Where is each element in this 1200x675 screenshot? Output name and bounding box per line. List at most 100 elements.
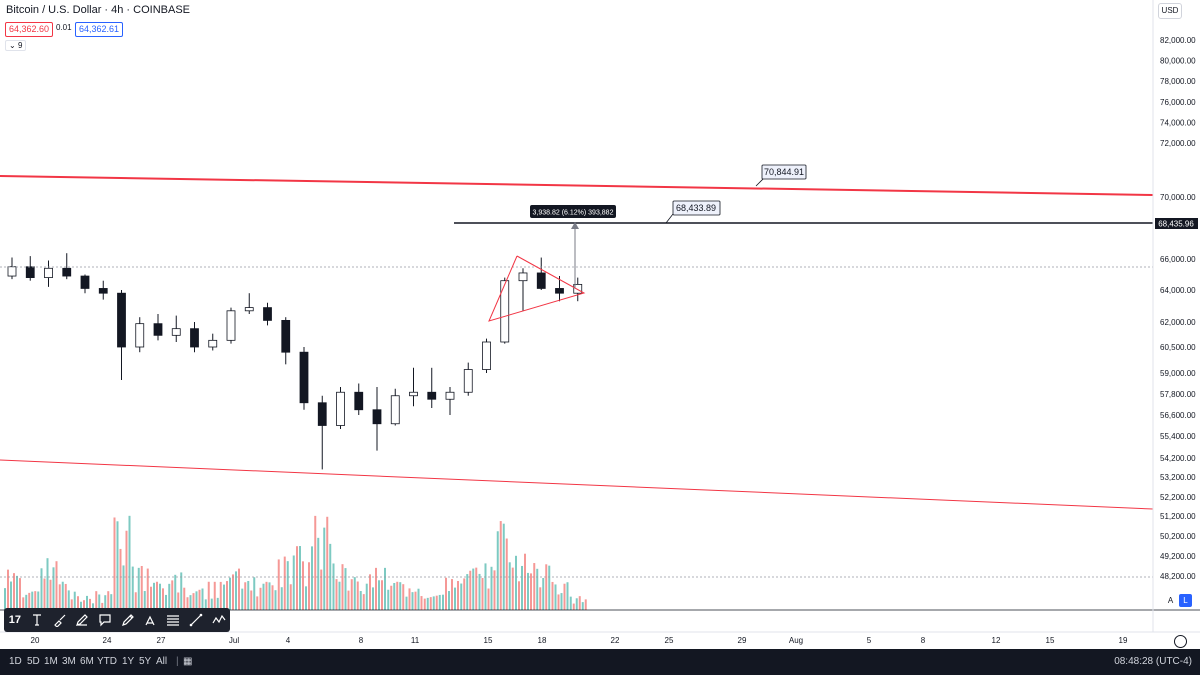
candle-body[interactable]: [409, 391, 418, 397]
log-scale-button[interactable]: L: [1179, 594, 1192, 607]
upper-callout-label: 70,844.91: [764, 167, 804, 177]
lines-icon[interactable]: [162, 609, 185, 631]
range-5d[interactable]: 5D: [27, 656, 40, 667]
volume-bar: [244, 582, 247, 610]
ask-price[interactable]: 64,362.61: [75, 22, 124, 37]
volume-bar: [95, 591, 98, 610]
candle-body[interactable]: [244, 307, 254, 312]
range-1y[interactable]: 1Y: [122, 656, 135, 667]
bid-price[interactable]: 64,362.60: [5, 22, 54, 37]
tradingview-logo: 17: [8, 614, 21, 626]
candle-body[interactable]: [445, 391, 455, 400]
currency-selector[interactable]: USD: [1158, 3, 1182, 19]
candle-body[interactable]: [390, 395, 400, 425]
volume-bar: [229, 577, 231, 610]
measure-label: 3,938.82 (6.12%) 393,882: [533, 210, 614, 217]
upper-callout-box[interactable]: [761, 164, 807, 180]
candle-body[interactable]: [317, 402, 327, 426]
volume-bar: [43, 578, 46, 610]
range-all[interactable]: All: [156, 656, 168, 667]
auto-scale-button[interactable]: A: [1167, 596, 1174, 605]
indicators-collapse-button[interactable]: ⌄ 9: [5, 40, 27, 51]
time-axis: 20 24 27 Jul 4 8 11 15 18 22 25 29 Aug 5 8 12 15 19: [31, 636, 1128, 645]
time-axis-label: 18: [538, 636, 547, 645]
text-tool-icon[interactable]: [26, 609, 49, 631]
candle-body[interactable]: [62, 267, 72, 277]
candle-body[interactable]: [98, 288, 108, 294]
volume-bar: [204, 599, 207, 610]
candle-body[interactable]: [208, 339, 218, 348]
price-axis-label: 78,000.00: [1160, 77, 1196, 86]
price-axis-label: 62,000.00: [1160, 318, 1196, 327]
chart-canvas[interactable]: 70,844.91 68,433.89 3,938.82 (6.12%) 393…: [0, 0, 1200, 649]
time-axis-label: 15: [484, 636, 493, 645]
range-3m[interactable]: 3M: [62, 656, 76, 667]
volume-bar: [338, 581, 341, 610]
symbol-title[interactable]: Bitcoin / U.S. Dollar · 4h · COINBASE: [6, 4, 190, 16]
candle-body[interactable]: [7, 266, 17, 277]
price-axis-label: 53,200.00: [1160, 473, 1196, 482]
range-1d[interactable]: 1D: [9, 656, 22, 667]
pencil-icon[interactable]: [117, 609, 140, 631]
candle-body[interactable]: [299, 351, 309, 404]
target-callout-box[interactable]: [672, 200, 721, 216]
price-axis-label: 70,000.00: [1160, 193, 1196, 202]
calendar-icon[interactable]: ▦: [183, 656, 193, 667]
volume-bar: [560, 593, 563, 610]
candle-body[interactable]: [281, 319, 291, 353]
candle-body[interactable]: [117, 292, 126, 348]
candle-body[interactable]: [536, 272, 546, 289]
volume-bar: [40, 568, 43, 610]
volume-bar: [554, 584, 557, 610]
volume-bar: [448, 591, 450, 610]
candle-body[interactable]: [354, 391, 364, 411]
price-axis-label: 57,800.00: [1160, 390, 1196, 399]
volume-bar: [530, 573, 532, 610]
gear-icon[interactable]: [1174, 635, 1187, 648]
volume-bar: [311, 546, 313, 610]
candle-body[interactable]: [171, 328, 181, 336]
triangle-pattern[interactable]: [488, 255, 586, 322]
volume-bar: [219, 581, 222, 610]
volume-bar: [168, 583, 171, 610]
highlighter-icon[interactable]: [71, 609, 94, 631]
candle-body[interactable]: [372, 409, 382, 425]
candle-body[interactable]: [80, 275, 90, 289]
volume-bar: [365, 583, 368, 610]
candle-body[interactable]: [190, 328, 199, 348]
range-6m[interactable]: 6M: [80, 656, 94, 667]
candle-body[interactable]: [555, 288, 564, 294]
candle-body[interactable]: [44, 267, 53, 278]
volume-bar: [548, 565, 551, 610]
volume-bar: [317, 537, 320, 610]
upper-trendline[interactable]: [0, 175, 1154, 196]
range-1m[interactable]: 1M: [44, 656, 58, 667]
volume-bar: [7, 569, 9, 610]
candle-body[interactable]: [226, 310, 236, 341]
volume-bar: [359, 591, 362, 610]
lower-trendline[interactable]: [0, 459, 1154, 510]
candle-body[interactable]: [336, 391, 345, 426]
volume-bar: [314, 515, 317, 610]
brush-icon[interactable]: [48, 609, 71, 631]
candle-body[interactable]: [500, 280, 510, 343]
clock-display[interactable]: 08:48:28 (UTC-4): [1114, 656, 1192, 667]
candle-body[interactable]: [153, 323, 163, 336]
volume-bar: [19, 578, 21, 610]
range-ytd[interactable]: YTD: [97, 656, 117, 667]
candle-body[interactable]: [427, 391, 437, 400]
range-5y[interactable]: 5Y: [139, 656, 152, 667]
candle-body[interactable]: [573, 283, 583, 294]
candle-body[interactable]: [463, 369, 473, 393]
path-icon[interactable]: [139, 609, 162, 631]
candle-body[interactable]: [518, 272, 528, 282]
candle-body[interactable]: [25, 266, 35, 279]
candle-body[interactable]: [135, 323, 145, 348]
note-icon[interactable]: [94, 609, 117, 631]
volume-bar: [286, 561, 289, 610]
pattern-icon[interactable]: [207, 609, 230, 631]
candle-body[interactable]: [482, 341, 491, 370]
volume-bar: [384, 567, 386, 610]
candle-body[interactable]: [263, 307, 272, 321]
trendline-icon[interactable]: [185, 609, 208, 631]
